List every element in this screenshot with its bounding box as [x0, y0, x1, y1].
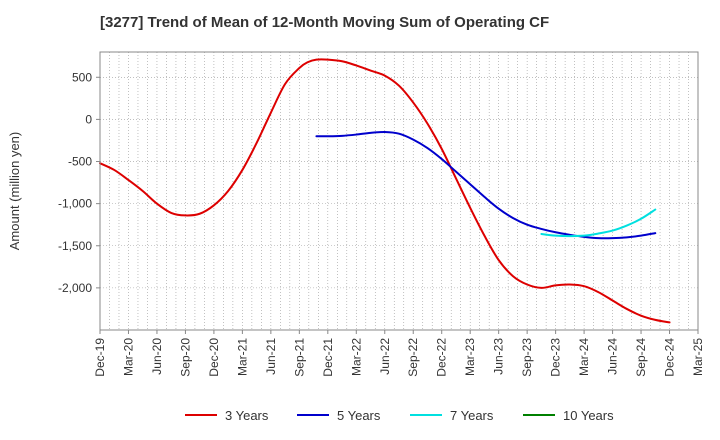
y-tick-label: 500: [72, 70, 92, 84]
x-tick-label: Sep-24: [634, 338, 648, 377]
x-tick-label: Mar-22: [349, 338, 363, 376]
series-line-5-years: [315, 131, 657, 240]
legend-label: 10 Years: [563, 408, 614, 423]
x-tick-label: Dec-21: [321, 338, 335, 377]
x-tick-label: Mar-21: [235, 338, 249, 376]
legend-label: 3 Years: [225, 408, 269, 423]
y-tick-label: -2,000: [58, 281, 92, 295]
y-tick-label: 0: [85, 112, 92, 126]
x-tick-label: Dec-22: [435, 338, 449, 377]
x-tick-label: Sep-20: [178, 338, 192, 377]
legend-label: 5 Years: [337, 408, 381, 423]
series-line-3-years: [99, 58, 671, 324]
x-tick-label: Dec-24: [663, 338, 677, 377]
x-tick-label: Mar-23: [463, 338, 477, 376]
x-axis-ticks: Dec-19 Mar-20 Jun-20 Sep-20 Dec-20 Mar-21 Jun-…: [93, 330, 705, 377]
x-tick-label: Dec-23: [549, 338, 563, 377]
grid-lines: [99, 52, 699, 330]
y-tick-label: -1,500: [58, 239, 92, 253]
y-tick-label: -500: [68, 155, 92, 169]
x-tick-label: Mar-24: [577, 338, 591, 376]
y-axis-label: Amount (million yen): [7, 132, 22, 251]
x-tick-label: Sep-21: [292, 338, 306, 377]
x-tick-label: Jun-20: [150, 338, 164, 375]
x-tick-label: Mar-25: [691, 338, 705, 376]
legend: 3 Years 5 Years 7 Years 10 Years: [185, 408, 614, 423]
y-tick-label: -1,000: [58, 197, 92, 211]
x-tick-label: Sep-22: [406, 338, 420, 377]
x-tick-label: Dec-20: [207, 338, 221, 377]
plot-border: [99, 51, 699, 331]
x-tick-label: Mar-20: [121, 338, 135, 376]
series-line-7-years: [540, 208, 657, 238]
chart-title: [3277] Trend of Mean of 12-Month Moving …: [100, 14, 550, 31]
x-tick-label: Jun-23: [492, 338, 506, 375]
x-tick-label: Jun-22: [378, 338, 392, 375]
series-lines: [99, 58, 671, 324]
x-tick-label: Jun-24: [606, 338, 620, 375]
x-tick-label: Jun-21: [264, 338, 278, 375]
legend-label: 7 Years: [450, 408, 494, 423]
x-tick-label: Sep-23: [520, 338, 534, 377]
y-axis-ticks: 500 0 -500 -1,000 -1,500 -2,000: [58, 70, 100, 295]
x-tick-label: Dec-19: [93, 338, 107, 377]
